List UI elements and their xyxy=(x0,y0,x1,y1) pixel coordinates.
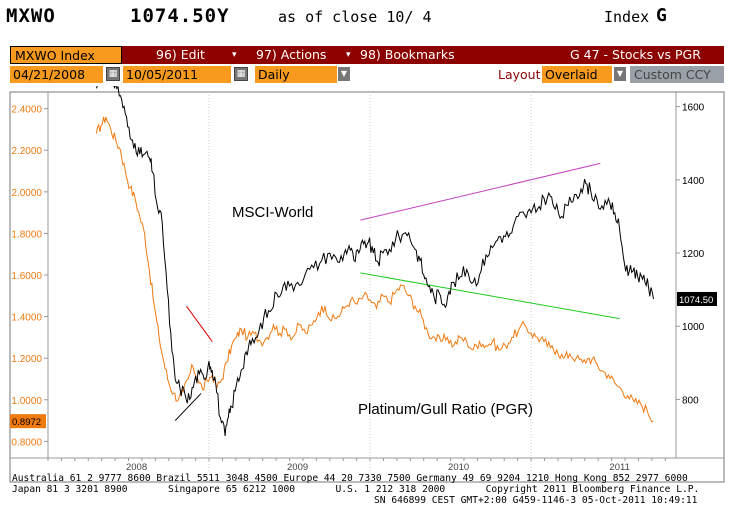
footer-line-1: Australia 61 2 9777 8600 Brazil 5511 304… xyxy=(12,473,688,484)
pgr-series-line xyxy=(95,116,654,423)
trendline-0 xyxy=(360,162,601,221)
layout-label: Layout xyxy=(498,67,541,82)
calendar-icon[interactable]: ▦ xyxy=(234,67,248,81)
left-tick-label: 1.2000 xyxy=(11,354,42,365)
x-tick-label: 2010 xyxy=(448,462,469,473)
end-date-field[interactable]: 10/05/2011 xyxy=(123,66,231,83)
start-date-field[interactable]: 04/21/2008 xyxy=(10,66,103,83)
left-tick-label: 2.0000 xyxy=(11,188,42,199)
custom-ccy-button[interactable]: Custom CCY xyxy=(630,66,724,83)
x-tick-label: 2009 xyxy=(287,462,308,473)
msci-last-tag xyxy=(677,291,717,306)
left-tick-label: 1.6000 xyxy=(11,271,42,282)
x-axis: 2008 2009 2010 2011 xyxy=(10,457,724,473)
right-axis: 800 1000 1200 1400 1600 xyxy=(675,92,705,458)
edit-menu[interactable]: 96) Edit xyxy=(156,47,205,62)
index-label: Index xyxy=(604,8,650,26)
chart-frame xyxy=(9,91,725,483)
ticker-symbol: MXWO xyxy=(6,5,56,27)
left-tick-label: 0.8000 xyxy=(11,437,42,448)
price-chart: 0.8000 1.0000 1.2000 1.4000 1.6000 1.8000 2.00… xyxy=(9,86,725,483)
left-tick-label: 1.4000 xyxy=(11,313,42,324)
right-tick-label: 1000 xyxy=(682,322,705,333)
command-toolbar: MXWO Index 96) Edit ▾ 97) Actions ▾ 98) … xyxy=(10,46,724,64)
actions-dropdown-icon[interactable]: ▾ xyxy=(346,50,351,60)
calendar-icon[interactable]: ▦ xyxy=(106,67,120,81)
edit-dropdown-icon[interactable]: ▾ xyxy=(232,50,237,60)
series-lines xyxy=(95,86,654,437)
footer-line-2: Japan 81 3 3201 8900 Singapore 65 6212 1… xyxy=(12,484,700,495)
grid xyxy=(208,92,532,472)
layout-select[interactable]: Overlaid xyxy=(542,66,612,83)
trendline-3 xyxy=(174,393,202,421)
security-field[interactable]: MXWO Index xyxy=(10,46,122,64)
pgr-last-tag xyxy=(10,414,46,429)
index-key: G xyxy=(656,5,667,26)
msci-last-value: 1074.50 xyxy=(679,295,713,306)
x-tick-label: 2008 xyxy=(126,462,147,473)
msci-label: MSCI-World xyxy=(232,204,313,221)
bookmarks-menu[interactable]: 98) Bookmarks xyxy=(360,47,455,62)
left-tick-label: 2.2000 xyxy=(11,146,42,157)
pgr-last-value: 0.8972 xyxy=(12,417,41,428)
left-tick-label: 1.0000 xyxy=(11,396,42,407)
trendline-2 xyxy=(186,305,213,342)
layout-dropdown-icon[interactable]: ▼ xyxy=(614,67,626,81)
period-select[interactable]: Daily xyxy=(255,66,337,83)
actions-menu[interactable]: 97) Actions xyxy=(256,47,327,62)
footer-line-3: SN 646899 CEST GMT+2:00 G459-1146-3 05-O… xyxy=(374,495,698,506)
period-dropdown-icon[interactable]: ▼ xyxy=(338,67,350,81)
right-tick-label: 1200 xyxy=(682,249,705,260)
pgr-label: Platinum/Gull Ratio (PGR) xyxy=(358,401,533,418)
last-value-tags: 1074.50 0.8972 xyxy=(10,291,717,429)
trendlines xyxy=(174,162,620,421)
date-controls: 04/21/2008 ▦ 10/05/2011 ▦ Daily ▼ Layout… xyxy=(10,66,724,83)
chart-name: G 47 - Stocks vs PGR xyxy=(570,47,701,62)
right-tick-label: 1600 xyxy=(682,103,705,114)
last-price: 1074.50Y xyxy=(130,5,230,27)
msci-series-line xyxy=(95,86,654,437)
left-tick-label: 1.8000 xyxy=(11,229,42,240)
as-of-date: as of close 10/ 4 xyxy=(278,8,432,26)
right-tick-label: 1400 xyxy=(682,176,705,187)
left-tick-label: 2.4000 xyxy=(11,105,42,116)
right-tick-label: 800 xyxy=(682,395,699,406)
quote-header: MXWO 1074.50Y as of close 10/ 4 Index G xyxy=(0,0,736,40)
trendline-1 xyxy=(360,272,620,320)
x-tick-label: 2011 xyxy=(609,462,629,473)
left-axis: 0.8000 1.0000 1.2000 1.4000 1.6000 1.8000 2.00… xyxy=(11,92,49,458)
